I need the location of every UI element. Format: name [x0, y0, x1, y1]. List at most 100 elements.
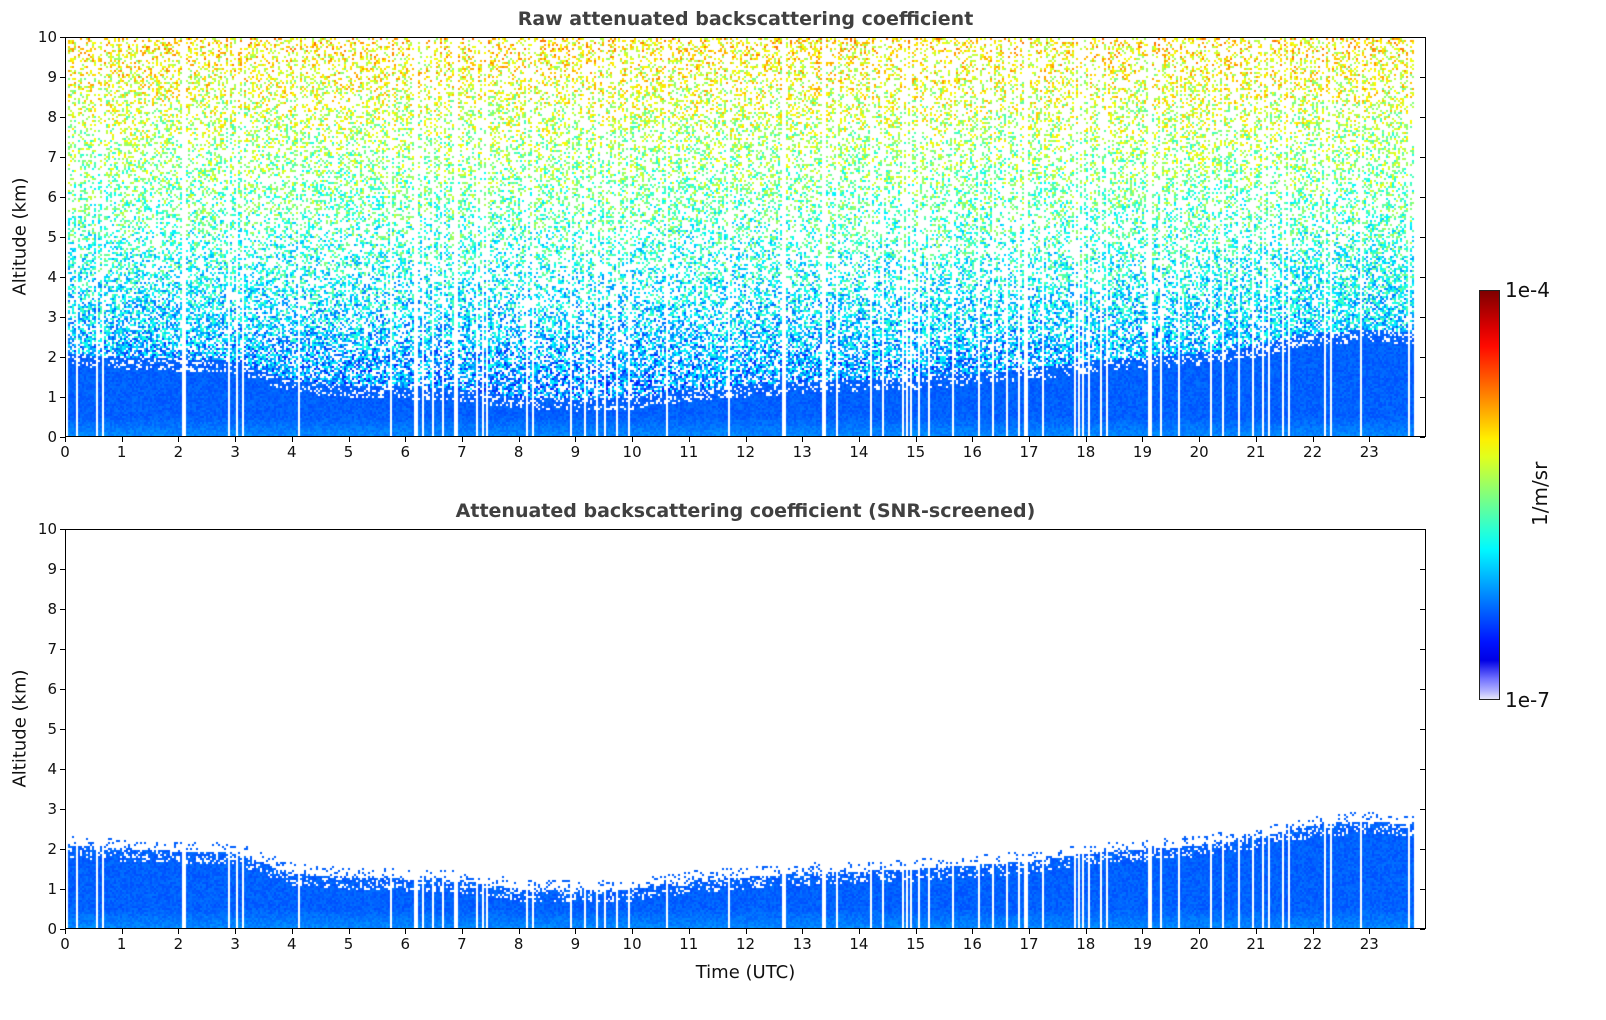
- x-tick-label: 12: [735, 443, 756, 461]
- x-tick-mark: [1255, 437, 1257, 442]
- y-tick-mark: [60, 397, 65, 398]
- x-tick-label: 8: [513, 935, 524, 953]
- y-tick-mark: [1420, 317, 1425, 318]
- y-tick-mark: [60, 769, 65, 770]
- x-tick-label: 15: [906, 935, 926, 953]
- y-tick-label: 5: [47, 720, 57, 738]
- x-tick-label: 18: [1076, 443, 1096, 461]
- y-tick-mark: [60, 77, 65, 78]
- y-tick-mark: [60, 197, 65, 198]
- x-tick-mark: [291, 437, 293, 442]
- y-tick-mark: [1420, 37, 1425, 38]
- x-tick-label: 19: [1132, 443, 1152, 461]
- y-tick-mark: [1420, 277, 1425, 278]
- y-tick-label: 2: [47, 840, 57, 858]
- y-tick-label: 6: [47, 680, 57, 698]
- x-tick-mark: [858, 437, 860, 442]
- y-tick-label: 1: [47, 388, 57, 406]
- x-tick-mark: [65, 437, 66, 442]
- x-tick-label: 12: [735, 935, 756, 953]
- x-tick-label: 4: [287, 935, 297, 953]
- y-tick-mark: [1420, 729, 1425, 730]
- x-tick-label: 4: [287, 443, 297, 461]
- x-tick-mark: [915, 437, 917, 442]
- y-tick-mark: [1420, 569, 1425, 570]
- x-tick-mark: [858, 929, 860, 934]
- y-tick-mark: [60, 529, 65, 530]
- x-tick-mark: [291, 929, 293, 934]
- x-tick-mark: [575, 929, 577, 934]
- x-tick-mark: [1029, 437, 1031, 442]
- x-tick-mark: [1142, 437, 1144, 442]
- colorbar-max-label: 1e-4: [1505, 278, 1550, 302]
- x-axis-label: Time (UTC): [695, 962, 796, 983]
- x-tick-label: 7: [457, 443, 467, 461]
- y-tick-mark: [60, 437, 65, 438]
- x-tick-mark: [1142, 929, 1144, 934]
- colorbar-gradient: [1479, 290, 1500, 700]
- x-tick-mark: [1029, 929, 1031, 934]
- y-tick-mark: [1420, 197, 1425, 198]
- x-tick-label: 1: [116, 935, 127, 953]
- y-tick-mark: [60, 237, 65, 238]
- y-tick-mark: [60, 569, 65, 570]
- x-tick-label: 0: [60, 443, 70, 461]
- x-tick-mark: [802, 929, 804, 934]
- x-tick-mark: [461, 929, 463, 934]
- x-tick-mark: [348, 929, 350, 934]
- x-tick-label: 13: [792, 935, 812, 953]
- y-tick-mark: [1420, 609, 1425, 610]
- y-tick-label: 9: [47, 68, 57, 86]
- chart-title: Attenuated backscattering coefficient (S…: [455, 500, 1036, 522]
- y-tick-label: 7: [47, 148, 57, 166]
- y-tick-mark: [60, 609, 65, 610]
- x-tick-mark: [1312, 437, 1314, 442]
- y-tick-label: 5: [47, 228, 57, 246]
- y-tick-mark: [1420, 929, 1425, 930]
- x-tick-label: 17: [1019, 443, 1039, 461]
- x-tick-label: 22: [1303, 443, 1323, 461]
- x-tick-label: 2: [173, 443, 184, 461]
- x-tick-mark: [178, 929, 180, 934]
- y-tick-label: 0: [47, 920, 57, 938]
- x-tick-mark: [802, 437, 804, 442]
- x-tick-mark: [235, 929, 237, 934]
- x-tick-label: 11: [679, 443, 699, 461]
- x-tick-label: 9: [570, 935, 581, 953]
- y-tick-label: 3: [47, 800, 57, 818]
- x-tick-mark: [461, 437, 463, 442]
- x-tick-label: 6: [400, 443, 411, 461]
- y-tick-label: 0: [47, 428, 57, 446]
- x-tick-label: 5: [343, 443, 354, 461]
- y-tick-label: 8: [47, 108, 57, 126]
- y-tick-mark: [1420, 649, 1425, 650]
- y-tick-mark: [1420, 849, 1425, 850]
- x-tick-mark: [121, 437, 123, 442]
- x-tick-mark: [972, 437, 974, 442]
- y-tick-mark: [60, 849, 65, 850]
- x-tick-mark: [1255, 929, 1257, 934]
- heatmap-raw: [66, 38, 1425, 436]
- y-tick-mark: [1420, 437, 1425, 438]
- y-tick-label: 2: [47, 348, 57, 366]
- y-tick-label: 8: [47, 600, 57, 618]
- y-tick-mark: [1420, 237, 1425, 238]
- x-tick-label: 2: [173, 935, 184, 953]
- x-tick-mark: [688, 437, 690, 442]
- chart-title: Raw attenuated backscattering coefficien…: [517, 8, 974, 30]
- heatmap-screened: [66, 530, 1425, 928]
- y-tick-mark: [60, 689, 65, 690]
- y-tick-mark: [1420, 809, 1425, 810]
- x-tick-label: 1: [116, 443, 127, 461]
- x-tick-label: 21: [1246, 935, 1266, 953]
- x-tick-label: 6: [400, 935, 411, 953]
- y-tick-label: 4: [47, 268, 57, 286]
- y-tick-label: 7: [47, 640, 57, 658]
- x-tick-label: 10: [622, 443, 642, 461]
- y-tick-mark: [1420, 117, 1425, 118]
- x-tick-mark: [1085, 437, 1087, 442]
- x-tick-label: 15: [906, 443, 926, 461]
- y-tick-label: 9: [47, 560, 57, 578]
- x-tick-label: 9: [570, 443, 581, 461]
- y-tick-mark: [1420, 769, 1425, 770]
